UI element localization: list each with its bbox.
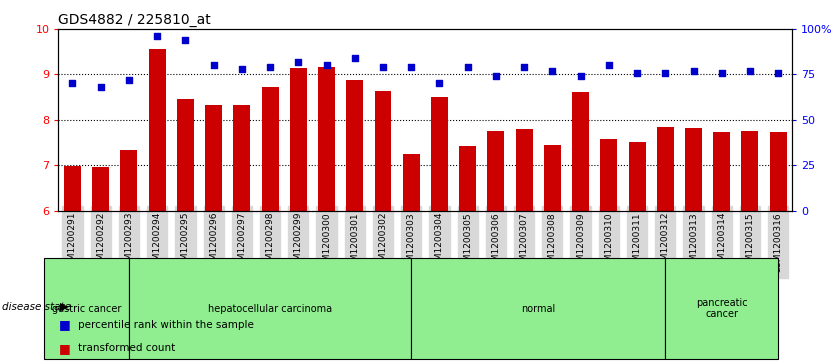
Bar <box>177 99 193 211</box>
Bar <box>741 131 758 211</box>
Text: hepatocellular carcinoma: hepatocellular carcinoma <box>208 303 332 314</box>
Point <box>178 37 192 43</box>
Bar <box>374 91 391 211</box>
Bar <box>600 139 617 211</box>
Bar <box>262 87 279 211</box>
Bar <box>685 127 702 211</box>
Point <box>404 64 418 70</box>
Point <box>771 70 785 76</box>
Text: percentile rank within the sample: percentile rank within the sample <box>78 320 254 330</box>
Point <box>320 62 334 68</box>
Point <box>461 64 475 70</box>
Point <box>348 55 361 61</box>
Bar <box>205 105 222 211</box>
Text: GDS4882 / 225810_at: GDS4882 / 225810_at <box>58 13 211 26</box>
Bar <box>770 131 786 211</box>
Point <box>490 73 503 79</box>
Text: gastric cancer: gastric cancer <box>52 303 121 314</box>
Point <box>743 68 756 74</box>
Bar <box>572 92 589 211</box>
Point <box>659 70 672 76</box>
Point <box>207 62 220 68</box>
Bar <box>403 154 420 211</box>
Point <box>574 73 587 79</box>
Bar <box>487 131 505 211</box>
Bar <box>64 166 81 211</box>
Bar <box>629 142 646 211</box>
Bar <box>234 105 250 211</box>
Point <box>264 64 277 70</box>
Text: pancreatic
cancer: pancreatic cancer <box>696 298 747 319</box>
Bar <box>713 132 731 211</box>
Bar <box>657 127 674 211</box>
Bar <box>515 129 533 211</box>
Point <box>376 64 389 70</box>
Bar <box>318 67 335 211</box>
Bar <box>460 146 476 211</box>
Point <box>517 64 530 70</box>
Point <box>715 70 728 76</box>
Bar <box>120 150 138 211</box>
Point <box>545 68 559 74</box>
Text: ■: ■ <box>58 318 70 331</box>
Point <box>433 81 446 86</box>
Bar <box>544 145 560 211</box>
Text: transformed count: transformed count <box>78 343 175 354</box>
Bar <box>290 68 307 211</box>
Bar <box>431 97 448 211</box>
Point <box>631 70 644 76</box>
Text: ■: ■ <box>58 342 70 355</box>
Bar <box>346 80 364 211</box>
Bar <box>93 167 109 211</box>
Text: ▶: ▶ <box>60 302 68 312</box>
Bar <box>148 49 166 211</box>
Point <box>235 66 249 72</box>
Point <box>687 68 701 74</box>
Point <box>123 77 136 83</box>
Point <box>94 84 108 90</box>
Point <box>66 81 79 86</box>
Text: disease state: disease state <box>2 302 71 312</box>
Point <box>292 59 305 65</box>
Point <box>150 33 163 39</box>
Text: normal: normal <box>521 303 555 314</box>
Point <box>602 62 615 68</box>
